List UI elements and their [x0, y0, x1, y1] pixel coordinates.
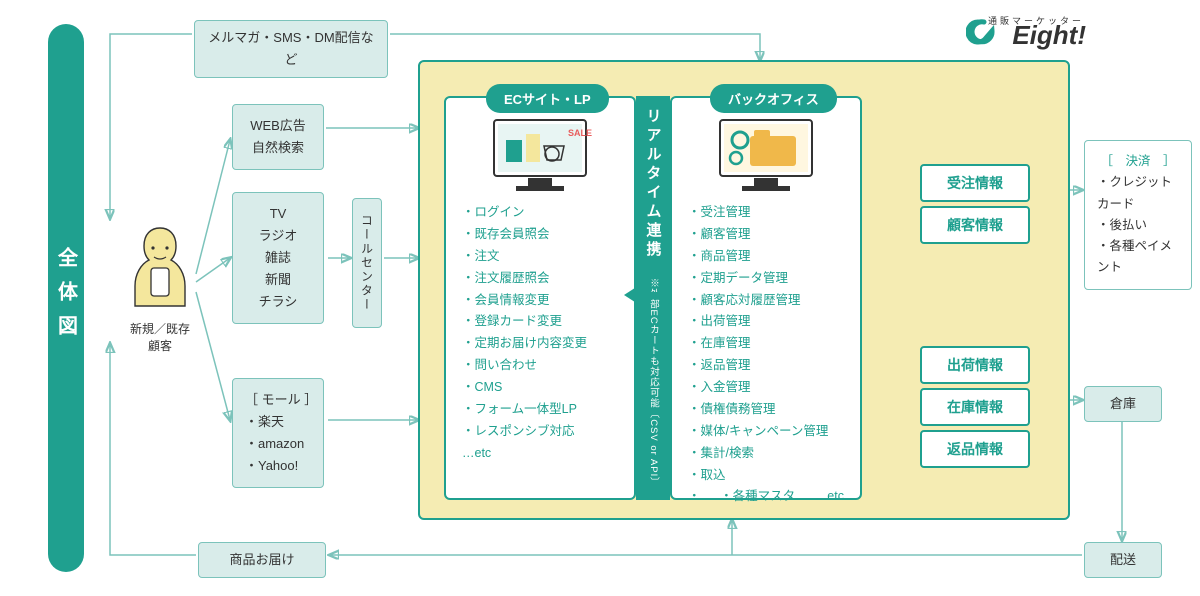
product-delivery-box: 商品お届け: [198, 542, 326, 578]
media-line: 新聞: [245, 269, 311, 291]
ec-computer-icon: SALE: [480, 114, 600, 194]
ec-feature-list: ログイン 既存会員照会 注文 注文履歴照会 会員情報変更 登録カード変更 定期お…: [462, 202, 618, 465]
payment-title: ［ 決済 ］: [1097, 151, 1179, 172]
backoffice-computer-icon: [706, 114, 826, 194]
back-feature: 返品管理: [688, 355, 844, 377]
warehouse-label: 倉庫: [1110, 396, 1136, 411]
mall-item: ・amazon: [245, 433, 311, 455]
info-btn-ship: 出荷情報: [920, 346, 1030, 384]
media-line: TV: [245, 203, 311, 225]
realtime-sub: ※外部ECカートも対応可能〔CSV or API〕: [646, 278, 660, 488]
info-btn-stock: 在庫情報: [920, 388, 1030, 426]
product-delivery-label: 商品お届け: [229, 552, 294, 567]
back-feature: 商品管理: [688, 246, 844, 268]
callcenter-label: コールセンター: [359, 214, 376, 312]
person-icon: [123, 220, 197, 312]
customer-label: 新規／既存 顧客: [120, 321, 200, 355]
callcenter-box: コールセンター: [352, 198, 382, 328]
ec-feature: CMS: [462, 377, 618, 399]
back-feature: 取込: [688, 465, 844, 487]
svg-text:SALE: SALE: [568, 128, 592, 138]
ec-feature: 注文履歴照会: [462, 268, 618, 290]
back-feature-list: 受注管理 顧客管理 商品管理 定期データ管理 顧客応対履歴管理 出荷管理 在庫管…: [688, 202, 844, 508]
top-label: メルマガ・SMS・DM配信など: [208, 30, 373, 67]
info-btn-order: 受注情報: [920, 164, 1030, 202]
channel-media-box: TV ラジオ 雑誌 新聞 チラシ: [232, 192, 324, 324]
ec-feature: 注文: [462, 246, 618, 268]
ec-feature: 問い合わせ: [462, 355, 618, 377]
back-feature: 顧客応対履歴管理: [688, 290, 844, 312]
realtime-main: リアルタイム連携: [643, 108, 664, 260]
ec-feature: フォーム一体型LP: [462, 399, 618, 421]
media-line: チラシ: [245, 291, 311, 313]
back-feature: 債権債務管理: [688, 399, 844, 421]
back-feature: 出荷管理: [688, 311, 844, 333]
mall-title: ［ モール ］: [245, 389, 311, 411]
ec-feature: 会員情報変更: [462, 290, 618, 312]
payment-item: ・クレジットカード: [1097, 172, 1179, 215]
payment-item: ・各種ペイメント: [1097, 236, 1179, 279]
mall-item: ・Yahoo!: [245, 455, 311, 477]
ec-box: SALE ログイン 既存会員照会 注文 注文履歴照会 会員情報変更 登録カード変…: [444, 96, 636, 500]
back-etc: …etc: [815, 486, 844, 508]
mall-item: ・楽天: [245, 411, 311, 433]
channel-mall-box: ［ モール ］ ・楽天 ・amazon ・Yahoo!: [232, 378, 324, 488]
ec-title-pill: ECサイト・LP: [486, 84, 609, 113]
back-feature: 在庫管理: [688, 333, 844, 355]
title-bar: 全体図: [48, 24, 84, 572]
brand-logo: Eight!: [966, 18, 1086, 52]
ec-feature: レスポンシブ対応: [462, 421, 618, 443]
ec-feature: 既存会員照会: [462, 224, 618, 246]
info-btn-customer: 顧客情報: [920, 206, 1030, 244]
ec-feature: 登録カード変更: [462, 311, 618, 333]
ec-feature: 定期お届け内容変更: [462, 333, 618, 355]
back-feature: 顧客管理: [688, 224, 844, 246]
warehouse-box: 倉庫: [1084, 386, 1162, 422]
ec-etc: …etc: [462, 443, 618, 465]
delivery-label: 配送: [1110, 552, 1136, 567]
web-line: 自然検索: [245, 137, 311, 159]
back-feature: 入金管理: [688, 377, 844, 399]
ec-feature: ログイン: [462, 202, 618, 224]
payment-item: ・後払い: [1097, 215, 1179, 236]
back-title-pill: バックオフィス: [710, 84, 837, 113]
back-feature: ・各種マスタ: [720, 486, 795, 508]
backoffice-box: 受注管理 顧客管理 商品管理 定期データ管理 顧客応対履歴管理 出荷管理 在庫管…: [670, 96, 862, 500]
delivery-box: 配送: [1084, 542, 1162, 578]
web-line: WEB広告: [245, 115, 311, 137]
back-feature: 受注管理: [688, 202, 844, 224]
payment-box: ［ 決済 ］ ・クレジットカード ・後払い ・各種ペイメント: [1084, 140, 1192, 290]
logo-icon: [966, 18, 1006, 52]
channel-web-box: WEB広告 自然検索: [232, 104, 324, 170]
info-btn-return: 返品情報: [920, 430, 1030, 468]
media-line: ラジオ: [245, 225, 311, 247]
brand-name: Eight!: [1012, 20, 1086, 51]
back-feature: 媒体/キャンペーン管理: [688, 421, 844, 443]
media-line: 雑誌: [245, 247, 311, 269]
back-feature: 定期データ管理: [688, 268, 844, 290]
back-feature: 集計/検索: [688, 443, 844, 465]
top-label-box: メルマガ・SMS・DM配信など: [194, 20, 388, 78]
customer-figure: 新規／既存 顧客: [120, 220, 200, 340]
title-text: 全体図: [52, 247, 81, 349]
